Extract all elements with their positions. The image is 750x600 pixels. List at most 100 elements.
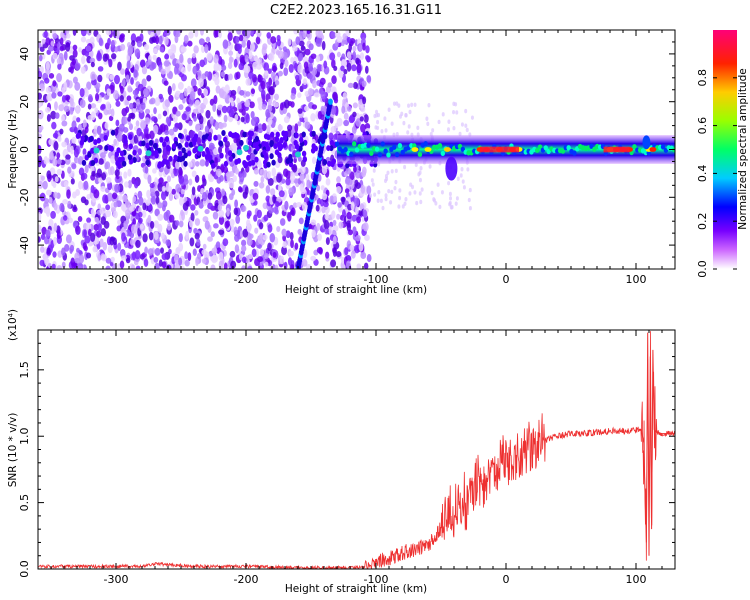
heatmap-noise-cell [340, 65, 345, 72]
heatmap-noise-cell [298, 40, 305, 47]
heatmap-noise-cell [250, 30, 255, 36]
heatmap-noise-cell [361, 80, 367, 88]
heatmap-band-cell [423, 141, 428, 147]
heatmap-noise-cell [247, 265, 253, 269]
heatmap-noise-cell [315, 30, 321, 38]
heatmap-band-cell [383, 148, 388, 154]
heatmap-noise-cell [384, 128, 388, 133]
heatmap-noise-cell [323, 201, 329, 208]
heatmap-burst-cell [228, 155, 234, 162]
heatmap-noise-cell [273, 93, 280, 101]
heatmap-noise-cell [109, 74, 115, 80]
heatmap-noise-cell [330, 126, 336, 134]
heatmap-noise-cell [124, 99, 130, 106]
heatmap-noise-cell [220, 71, 226, 78]
heatmap-noise-cell [376, 119, 380, 125]
heatmap-noise-cell [110, 256, 115, 263]
heatmap-noise-cell [178, 220, 184, 228]
heatmap-band-cell [400, 149, 405, 155]
heatmap-noise-cell [193, 45, 199, 54]
heatmap-burst-cell [293, 139, 298, 146]
heatmap-noise-cell [419, 166, 423, 171]
heatmap-burst-cell [75, 132, 81, 139]
heatmap-band-cell [460, 146, 466, 152]
heatmap-noise-cell [389, 200, 393, 205]
heatmap-noise-cell [390, 189, 394, 195]
heatmap-burst-cell [205, 147, 210, 154]
heatmap-band-cell [397, 143, 403, 149]
heatmap-noise-cell [217, 204, 222, 212]
heatmap-noise-cell [116, 132, 123, 142]
heatmap-noise-cell [298, 217, 304, 225]
heatmap-noise-cell [301, 201, 308, 211]
heatmap-noise-cell [196, 252, 202, 260]
heatmap-noise-cell [288, 187, 295, 196]
heatmap-noise-cell [57, 229, 61, 240]
heatmap-burst-cell [177, 150, 183, 157]
heatmap-noise-cell [245, 91, 251, 97]
snr-x-tick-label: -300 [104, 573, 129, 586]
heatmap-noise-cell [266, 32, 272, 39]
heatmap-burst-cell [302, 156, 308, 163]
heatmap-noise-cell [452, 109, 456, 115]
heatmap-noise-cell [94, 107, 99, 114]
heatmap-noise-cell [426, 121, 430, 127]
heatmap-noise-cell [260, 89, 266, 100]
heatmap-noise-cell [142, 233, 148, 243]
heatmap-noise-cell [316, 247, 323, 254]
heatmap-noise-cell [38, 125, 44, 131]
heatmap-noise-cell [265, 185, 271, 194]
heatmap-noise-cell [96, 168, 103, 177]
heatmap-noise-cell [383, 116, 387, 121]
heatmap-noise-cell [186, 85, 191, 94]
heatmap-noise-cell [38, 92, 42, 100]
colorbar-gradient [713, 30, 737, 269]
heatmap-burst-cell [263, 133, 269, 140]
heatmap-noise-cell [153, 124, 159, 135]
heatmap-noise-cell [299, 172, 305, 182]
heatmap-noise-cell [236, 30, 242, 35]
heatmap-noise-cell [163, 80, 169, 86]
heatmap-noise-cell [136, 127, 142, 137]
heatmap-noise-cell [43, 156, 49, 165]
heatmap-noise-cell [188, 120, 193, 127]
heatmap-burst-cell [178, 156, 183, 163]
heatmap-burst-cell [107, 144, 113, 151]
colorbar-tick-label: 0.8 [696, 69, 709, 87]
heatmap-noise-cell [146, 74, 152, 82]
heatmap-noise-cell [299, 165, 306, 175]
heatmap-noise-cell [71, 136, 77, 144]
heatmap-noise-cell [73, 148, 79, 158]
heatmap-noise-cell [178, 232, 183, 243]
heatmap-burst-cell [123, 138, 128, 145]
heatmap-burst-cell [260, 141, 266, 148]
heatmap-noise-cell [363, 114, 369, 124]
heatmap-noise-cell [241, 265, 246, 269]
heatmap-noise-cell [44, 206, 51, 215]
heatmap-burst-cell [127, 154, 133, 161]
heatmap-noise-cell [404, 112, 408, 118]
heatmap-noise-cell [268, 52, 275, 62]
heatmap-noise-cell [249, 42, 256, 52]
heatmap-noise-cell [57, 91, 63, 97]
heatmap-band-cell [440, 150, 446, 157]
heatmap-noise-cell [92, 245, 98, 253]
heatmap-noise-cell [223, 114, 228, 123]
heatmap-noise-cell [297, 121, 302, 127]
heatmap-burst-cell [244, 161, 249, 168]
heatmap-noise-cell [188, 31, 194, 39]
heatmap-noise-cell [290, 239, 294, 249]
heatmap-noise-cell [289, 173, 296, 182]
heatmap-noise-cell [84, 199, 89, 206]
heatmap-burst-cell [128, 134, 133, 141]
heatmap-noise-cell [297, 63, 303, 74]
heatmap-noise-cell [127, 116, 132, 122]
heatmap-x-tick-label: -300 [104, 273, 129, 286]
heatmap-noise-cell [327, 82, 333, 88]
heatmap-noise-cell [148, 231, 154, 241]
heatmap-noise-cell [46, 170, 52, 180]
heatmap-noise-cell [347, 105, 352, 112]
heatmap-burst-cell [274, 136, 280, 143]
heatmap-noise-cell [84, 87, 89, 98]
heatmap-band-cell [369, 150, 374, 156]
